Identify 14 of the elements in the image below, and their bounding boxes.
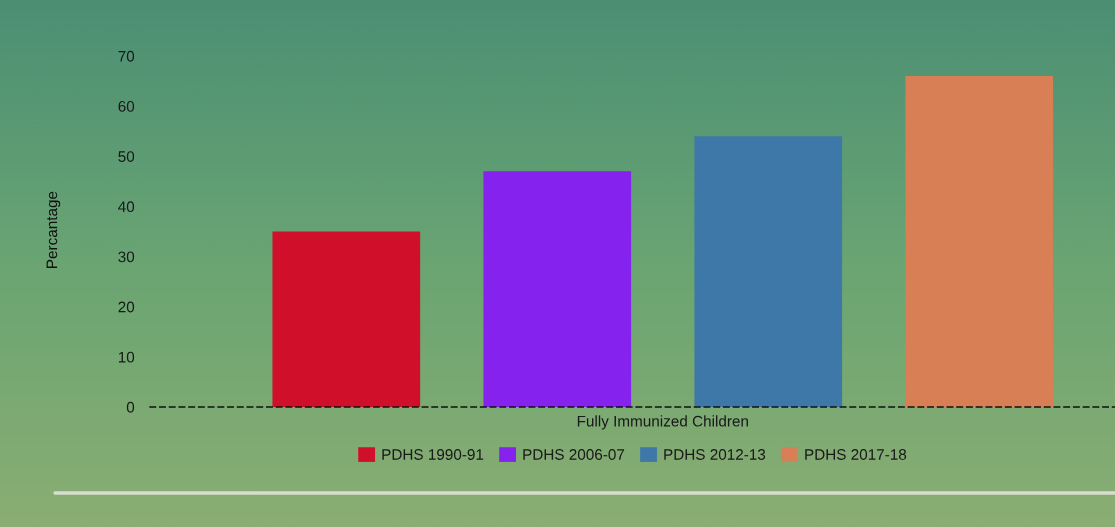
y-tick-label: 50	[118, 151, 135, 162]
y-tick-label: 30	[118, 251, 135, 263]
legend-label: PDHS 2017-18	[805, 449, 907, 460]
legend-label: PDHS 2006-07	[523, 449, 625, 460]
y-tick-label: 60	[118, 101, 135, 112]
legend-label: PDHS 2012-13	[664, 449, 766, 460]
y-axis-title: Percantage	[46, 191, 61, 268]
y-tick-label: 0	[126, 401, 135, 413]
legend-label: PDHS 1990-91	[382, 449, 484, 460]
y-tick-label: 70	[118, 50, 135, 62]
y-tick-label: 10	[118, 351, 135, 363]
y-tick-label: 40	[118, 201, 135, 213]
x-tick-label: Fully Immunized Children	[577, 415, 748, 430]
y-tick-label: 20	[118, 301, 135, 313]
